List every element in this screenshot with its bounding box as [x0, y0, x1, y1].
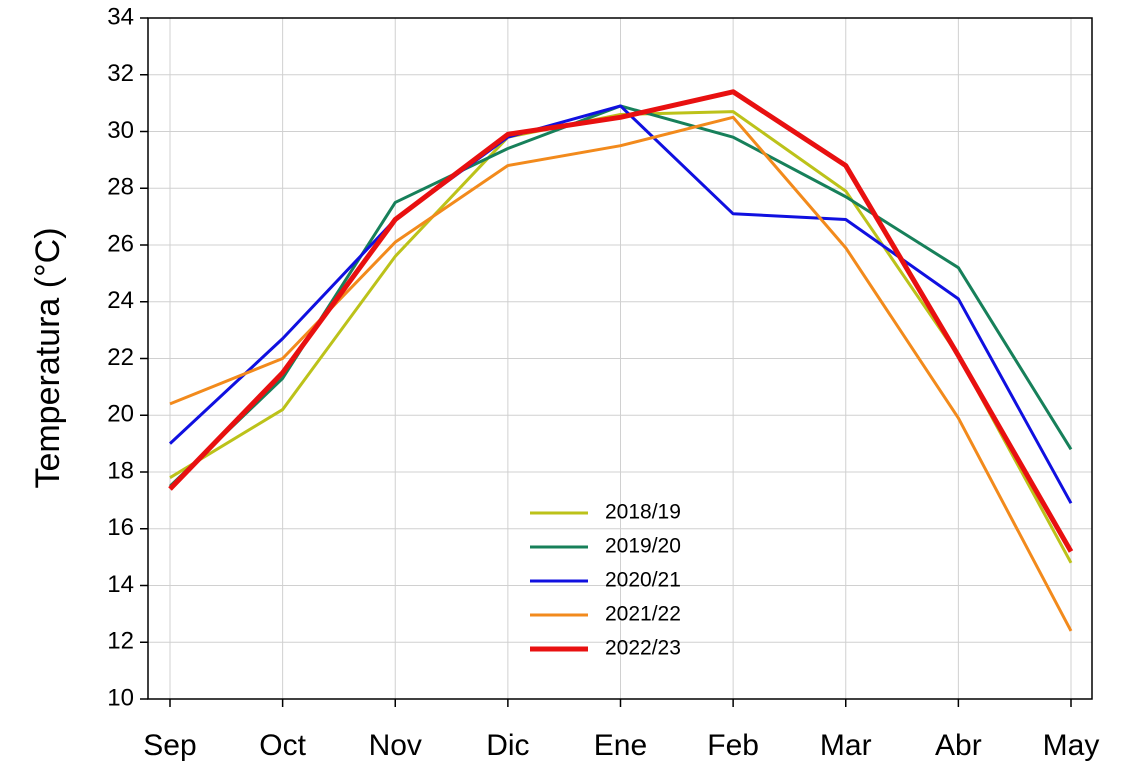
legend-label: 2020/21 [605, 569, 681, 592]
plot-frame [147, 17, 1093, 700]
series-line [168, 104, 1073, 504]
y-tick-label: 10 [107, 684, 134, 711]
y-tick-label: 20 [107, 401, 134, 428]
series-line [169, 110, 1073, 564]
x-tick-label: Mar [820, 729, 872, 762]
legend-label: 2019/20 [605, 535, 681, 558]
y-tick-label: 14 [107, 571, 134, 598]
x-tick-label: May [1043, 729, 1100, 762]
y-tick-label: 30 [107, 117, 134, 144]
y-tick-label: 12 [107, 628, 134, 655]
y-tick-label: 32 [107, 60, 134, 87]
x-tick-label: Feb [707, 729, 759, 762]
x-tick-label: Sep [143, 729, 196, 762]
x-tick-label: Abr [935, 729, 982, 762]
y-axis-label: Temperatura (°C) [29, 227, 67, 488]
x-tick-label: Ene [594, 729, 647, 762]
x-tick-label: Dic [486, 729, 529, 762]
x-tick-label: Oct [259, 729, 306, 762]
legend-label: 2018/19 [605, 501, 681, 524]
y-tick-label: 26 [107, 230, 134, 257]
y-tick-label: 28 [107, 174, 134, 201]
y-tick-label: 16 [107, 514, 134, 541]
legend-label: 2021/22 [605, 603, 681, 626]
y-tick-label: 24 [107, 287, 134, 314]
y-tick-label: 18 [107, 457, 134, 484]
y-tick-label: 34 [107, 3, 134, 30]
x-tick-label: Nov [369, 729, 422, 762]
series-line [168, 89, 1074, 553]
y-tick-label: 22 [107, 344, 134, 371]
legend-label: 2022/23 [605, 637, 681, 660]
